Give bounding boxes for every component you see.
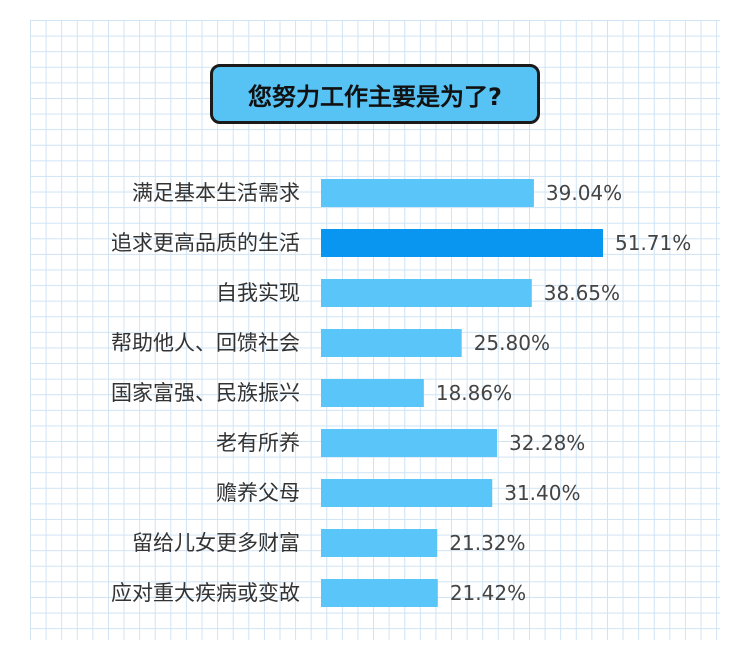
value-label: 32.28% [509, 431, 585, 455]
category-label: 留给儿女更多财富 [132, 531, 300, 555]
bar [321, 479, 493, 507]
category-label: 追求更高品质的生活 [111, 231, 300, 255]
value-label: 39.04% [546, 181, 622, 205]
value-label: 25.80% [474, 331, 550, 355]
value-label: 31.40% [504, 481, 580, 505]
value-label: 18.86% [436, 381, 512, 405]
bar [321, 279, 532, 307]
bar [321, 579, 438, 607]
category-label: 老有所养 [216, 431, 300, 455]
bar [321, 429, 498, 457]
bar [321, 179, 534, 207]
bar [321, 529, 438, 557]
category-label: 帮助他人、回馈社会 [111, 331, 300, 355]
category-label: 赡养父母 [216, 481, 300, 505]
category-label: 满足基本生活需求 [132, 181, 300, 205]
value-label: 21.42% [450, 581, 526, 605]
bar [321, 379, 424, 407]
bar [321, 329, 462, 357]
category-label: 应对重大疾病或变故 [111, 581, 300, 605]
chart-title-text: 您努力工作主要是为了? [248, 82, 502, 111]
chart-title: 您努力工作主要是为了? [210, 64, 540, 124]
category-label: 自我实现 [216, 281, 300, 305]
value-label: 38.65% [544, 281, 620, 305]
value-label: 21.32% [449, 531, 525, 555]
bar [321, 229, 603, 257]
category-label: 国家富强、民族振兴 [111, 381, 300, 405]
value-label: 51.71% [615, 231, 691, 255]
